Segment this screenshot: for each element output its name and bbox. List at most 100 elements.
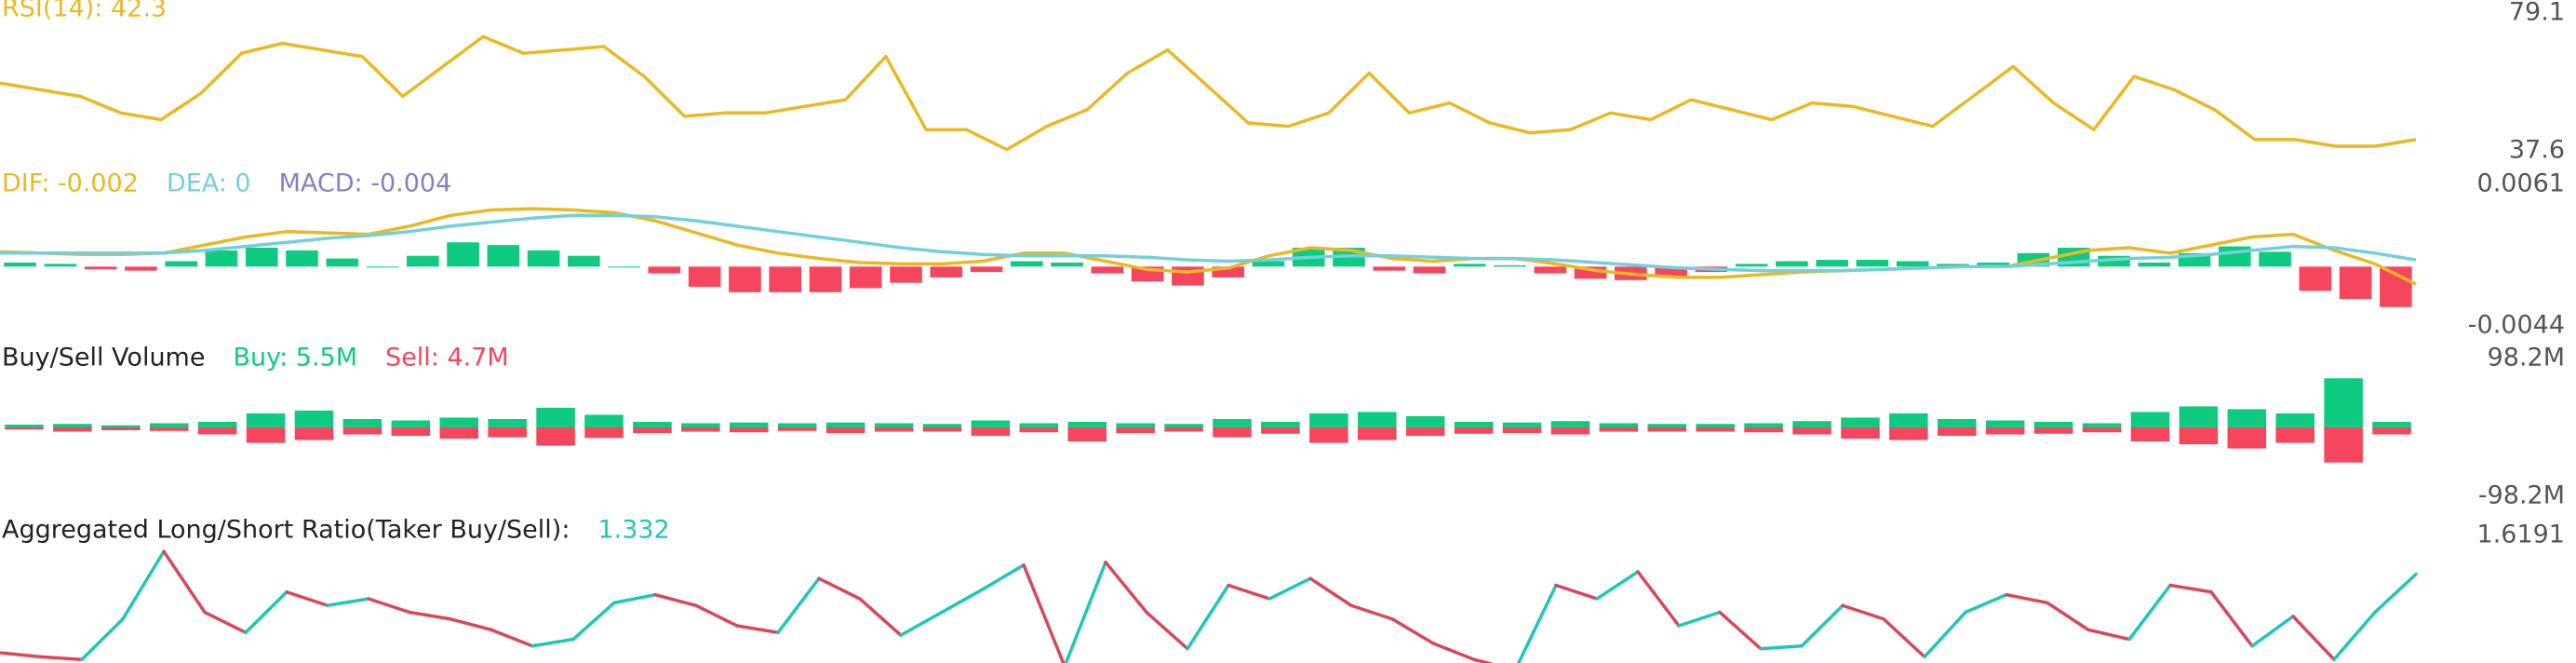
line-segment	[1800, 603, 1845, 648]
bar	[688, 266, 721, 288]
bar	[2130, 427, 2170, 442]
bar	[488, 418, 527, 427]
bar	[488, 427, 527, 438]
bar	[922, 427, 962, 432]
bar	[584, 427, 624, 439]
bar	[197, 421, 237, 427]
line-segment	[367, 597, 411, 615]
bar	[1792, 421, 1831, 427]
legend-text: Buy: 5.5M	[233, 344, 357, 372]
bar	[777, 423, 817, 427]
line-segment	[2086, 628, 2131, 642]
bar	[149, 427, 189, 431]
bar	[1599, 427, 1639, 432]
line-segment	[285, 590, 329, 608]
bar	[2275, 413, 2314, 427]
bar	[729, 422, 769, 427]
line-segment	[162, 549, 207, 615]
bar	[1454, 421, 1494, 427]
bar	[245, 248, 278, 267]
line-segment	[940, 588, 985, 615]
bar	[1261, 427, 1300, 434]
bar	[2082, 423, 2122, 427]
line-segment	[0, 651, 43, 659]
bar	[125, 266, 157, 271]
line-segment	[1841, 603, 1885, 621]
line	[0, 213, 2417, 273]
bar	[1937, 418, 1977, 427]
bar	[2259, 251, 2291, 267]
bar	[2275, 427, 2314, 443]
line-segment	[1064, 561, 1107, 663]
bar	[406, 255, 439, 267]
bar	[391, 420, 431, 427]
line-segment	[1268, 576, 1312, 601]
line	[0, 34, 2417, 152]
bar	[246, 413, 286, 427]
bar	[1856, 260, 1889, 267]
line-segment	[612, 592, 657, 605]
line-segment	[1431, 642, 1476, 662]
line-segment	[1022, 563, 1066, 663]
bar	[342, 427, 382, 435]
line-segment	[2250, 615, 2295, 648]
bar	[890, 266, 922, 283]
bar	[101, 425, 141, 427]
line-segment	[1104, 561, 1148, 615]
line-segment	[735, 624, 780, 635]
line-segment	[858, 597, 903, 637]
bar	[1502, 422, 1542, 427]
bar	[1937, 264, 1969, 267]
line-segment	[776, 576, 821, 635]
bar	[2082, 427, 2122, 433]
legend-text: MACD: -0.004	[279, 169, 452, 198]
bar	[1357, 427, 1397, 440]
line-segment	[2291, 615, 2336, 662]
bar	[648, 266, 681, 274]
legend-text: 1.332	[597, 516, 669, 545]
bar	[809, 266, 842, 292]
bar	[2372, 427, 2411, 435]
bar	[2033, 421, 2073, 427]
bar	[447, 242, 479, 267]
bar	[608, 266, 640, 268]
bar	[286, 250, 318, 267]
bar	[246, 427, 286, 443]
bar	[2098, 255, 2130, 267]
bar	[681, 423, 720, 427]
line-segment	[981, 563, 1026, 591]
line-segment	[1882, 617, 1926, 659]
bar	[1373, 266, 1406, 271]
bar	[1357, 412, 1397, 427]
bar	[568, 255, 600, 267]
bar	[4, 262, 36, 267]
bar	[1164, 424, 1203, 427]
bar	[1776, 261, 1808, 267]
line-segment	[39, 655, 84, 662]
bar	[2138, 262, 2171, 267]
bar	[681, 427, 720, 432]
line-segment	[1923, 610, 1967, 659]
bar	[930, 266, 963, 277]
bar	[1647, 424, 1687, 427]
bar	[1744, 423, 1783, 427]
line-segment	[571, 601, 616, 642]
bar	[1212, 266, 1244, 277]
bar	[1309, 427, 1348, 443]
bar	[1261, 421, 1300, 427]
bar	[1937, 427, 1977, 437]
legend-text: RSI(14): 42.3	[2, 0, 167, 23]
bar	[971, 427, 1011, 437]
bar	[729, 427, 769, 433]
bar	[536, 407, 575, 427]
line-segment	[1186, 583, 1230, 651]
bar	[1647, 427, 1687, 432]
bar	[527, 250, 560, 267]
bar	[197, 427, 237, 435]
bar	[1841, 427, 1880, 440]
bar	[1067, 421, 1107, 427]
bar	[874, 427, 914, 432]
bar	[326, 258, 359, 267]
